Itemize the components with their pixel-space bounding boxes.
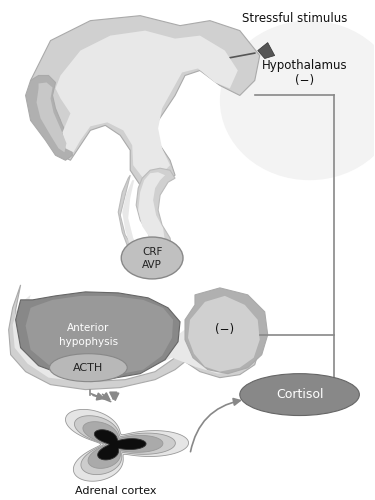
Text: Stressful stimulus: Stressful stimulus <box>242 12 347 25</box>
Polygon shape <box>31 16 260 185</box>
Text: Adrenal cortex: Adrenal cortex <box>75 486 156 496</box>
Polygon shape <box>83 422 163 469</box>
Polygon shape <box>185 288 268 374</box>
Ellipse shape <box>240 374 359 416</box>
Polygon shape <box>75 416 176 474</box>
Polygon shape <box>66 410 189 481</box>
Text: hypophysis: hypophysis <box>59 336 118 346</box>
Text: ACTH: ACTH <box>73 362 104 372</box>
Ellipse shape <box>121 237 183 279</box>
Polygon shape <box>36 82 66 152</box>
Text: Anterior: Anterior <box>67 323 110 333</box>
Polygon shape <box>9 285 260 390</box>
Text: Cortisol: Cortisol <box>276 388 323 401</box>
Text: (−): (−) <box>295 74 314 87</box>
Polygon shape <box>16 292 180 380</box>
Text: AVP: AVP <box>142 260 162 270</box>
Polygon shape <box>94 430 146 460</box>
Text: (−): (−) <box>215 324 234 336</box>
Ellipse shape <box>220 20 375 180</box>
Polygon shape <box>26 296 173 376</box>
Polygon shape <box>122 172 165 261</box>
Polygon shape <box>118 168 175 265</box>
Text: Hypothalamus: Hypothalamus <box>262 59 347 72</box>
Ellipse shape <box>50 354 127 382</box>
Text: CRF: CRF <box>142 247 162 257</box>
Polygon shape <box>258 42 274 58</box>
Polygon shape <box>13 295 252 382</box>
Polygon shape <box>188 296 260 372</box>
Polygon shape <box>26 76 72 160</box>
Polygon shape <box>56 30 238 178</box>
